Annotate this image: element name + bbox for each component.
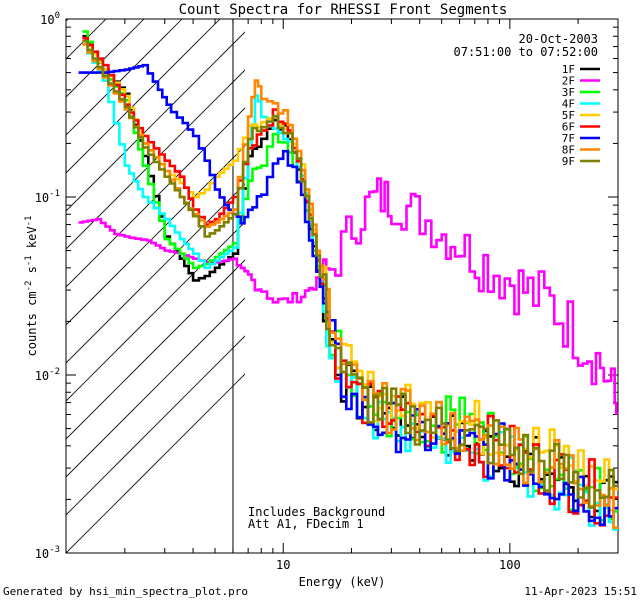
hatch-line (66, 183, 245, 364)
hatch-line (66, 19, 183, 136)
hatch-line (66, 373, 245, 553)
legend-label-2F: 2F (562, 75, 575, 88)
plot-frame (65, 18, 619, 554)
legend-label-9F: 9F (562, 155, 575, 168)
y-tick-label: 10-1 (35, 189, 60, 205)
footer-timestamp: 11-Apr-2023 15:51 (524, 585, 637, 598)
y-tick-labels: 100 10-1 10-2 10-3 (35, 11, 60, 561)
legend-label-6F: 6F (562, 121, 575, 134)
axis-ticks (66, 18, 619, 554)
legend-label-1F: 1F (562, 63, 575, 76)
legend-date: 20-Oct-2003 (519, 32, 598, 46)
y-tick-label: 10-2 (35, 367, 60, 383)
legend-label-7F: 7F (562, 132, 575, 145)
hatch-line (66, 145, 245, 326)
annotation-background: Includes Background (248, 505, 385, 519)
legend-label-5F: 5F (562, 109, 575, 122)
legend: 20-Oct-2003 07:51:00 to 07:52:00 1F2F3F4… (454, 32, 600, 168)
series-7F-line (78, 63, 618, 526)
series-group (78, 30, 618, 531)
hatch-line (66, 31, 245, 212)
annotation-attenuator: Att A1, FDecim 1 (248, 517, 364, 531)
legend-label-8F: 8F (562, 144, 575, 157)
hatch-line (66, 335, 245, 516)
x-axis-label: Energy (keV) (299, 575, 386, 589)
series-6F-line (82, 36, 618, 527)
series-2F-line (78, 177, 618, 415)
y-tick-label: 10-3 (35, 545, 60, 561)
y-tick-label: 100 (40, 11, 60, 27)
chart-title: Count Spectra for RHESSI Front Segments (179, 2, 508, 18)
y-axis-label: counts cm-2 s-1 keV-1 (24, 216, 39, 357)
legend-label-3F: 3F (562, 86, 575, 99)
hatch-region (66, 19, 245, 553)
legend-time-range: 07:51:00 to 07:52:00 (454, 45, 599, 59)
footer-generated-by: Generated by hsi_min_spectra_plot.pro (3, 585, 248, 598)
hatch-line (66, 259, 245, 440)
legend-label-4F: 4F (562, 98, 575, 111)
series-8F-line (82, 43, 618, 529)
series-5F-line (82, 36, 618, 512)
hatch-line (66, 297, 245, 478)
hatch-line (66, 221, 245, 402)
x-tick-label: 10 (276, 558, 290, 572)
series-9F-line (82, 39, 618, 509)
x-tick-label: 100 (499, 558, 521, 572)
